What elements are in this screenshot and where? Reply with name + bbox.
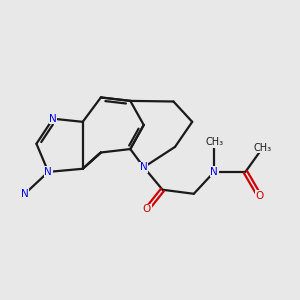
Text: N: N xyxy=(44,167,52,177)
Text: CH₃: CH₃ xyxy=(254,143,272,153)
Text: N: N xyxy=(49,114,57,124)
Text: N: N xyxy=(140,162,148,172)
Text: O: O xyxy=(143,204,151,214)
Text: O: O xyxy=(255,191,264,201)
Text: N: N xyxy=(21,189,29,199)
Text: N: N xyxy=(210,167,218,177)
Text: CH₃: CH₃ xyxy=(205,137,223,147)
